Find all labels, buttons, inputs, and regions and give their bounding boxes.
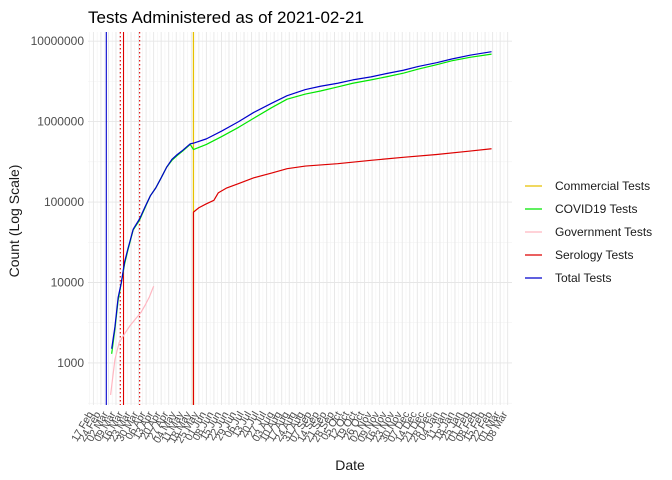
legend-label: Government Tests [555,225,652,239]
x-axis-title: Date [335,457,365,473]
series-lines [110,32,492,405]
series-line [110,285,155,396]
series-line [192,148,492,405]
y-tick-label: 10000 [51,275,85,289]
y-tick-label: 1000 [57,356,84,370]
legend: Commercial Tests COVID19 Tests Government … [525,179,652,285]
chart-title: Tests Administered as of 2021-02-21 [88,8,364,27]
y-axis-ticks: 1000 10000 100000 1000000 10000000 [31,34,85,370]
series-line [111,51,492,349]
y-axis-title: Count (Log Scale) [6,165,22,278]
legend-label: Total Tests [555,271,611,285]
legend-label: Commercial Tests [555,179,650,193]
legend-label: Serology Tests [555,248,634,262]
y-tick-label: 100000 [44,195,84,209]
y-tick-label: 10000000 [31,34,85,48]
legend-label: COVID19 Tests [555,202,637,216]
grid [88,32,512,405]
y-tick-label: 1000000 [37,115,84,129]
